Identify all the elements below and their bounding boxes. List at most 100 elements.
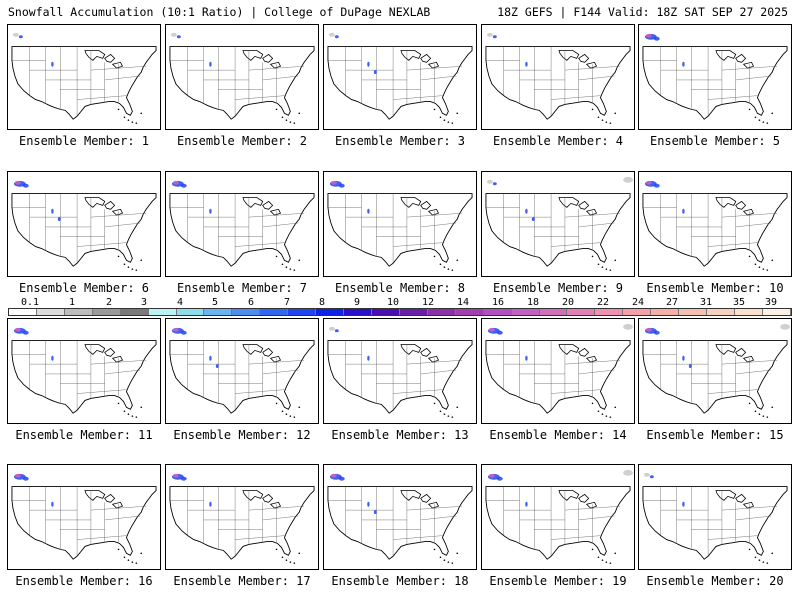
state-border — [721, 66, 778, 71]
island — [275, 255, 278, 258]
snowfall-area — [367, 501, 370, 507]
state-border — [578, 75, 615, 81]
state-border — [721, 213, 778, 218]
island — [443, 559, 446, 561]
snowfall-area — [525, 61, 528, 67]
island — [766, 562, 769, 564]
island — [605, 415, 608, 417]
island — [456, 552, 459, 555]
state-border — [735, 222, 772, 228]
legend-tick-label: 18 — [526, 297, 540, 308]
legend-swatch — [344, 309, 372, 315]
ensemble-map-panel — [165, 464, 319, 570]
snowfall-area — [653, 183, 660, 188]
country-outline — [11, 193, 157, 267]
legend-swatch — [232, 309, 261, 315]
great-lakes — [242, 344, 282, 363]
snowfall-area — [328, 326, 335, 331]
island — [762, 121, 765, 123]
us-map — [327, 180, 473, 271]
legend-tick-label: 22 — [596, 297, 610, 308]
island — [285, 413, 288, 415]
state-border — [735, 515, 772, 521]
ensemble-map-panel — [638, 24, 792, 130]
snowfall-area — [653, 330, 660, 335]
country-outline — [642, 340, 788, 414]
snowfall-area — [172, 327, 179, 332]
legend-swatch — [120, 309, 149, 315]
great-lakes — [84, 197, 124, 216]
snowfall-area — [180, 476, 187, 481]
state-border — [235, 242, 285, 247]
legend-tick-label: 2 — [105, 297, 113, 308]
island — [298, 552, 301, 555]
island — [293, 562, 296, 564]
state-border — [564, 506, 621, 511]
ensemble-map-panel — [481, 318, 635, 424]
snowfall-area — [623, 323, 634, 330]
snowfall-area — [176, 35, 181, 39]
legend-tick-label: 4 — [176, 297, 184, 308]
legend-swatch — [148, 309, 177, 315]
us-map — [642, 33, 788, 124]
us-map — [169, 327, 315, 418]
snowfall-area — [51, 208, 54, 214]
ensemble-map-panel — [165, 318, 319, 424]
state-border — [262, 75, 299, 81]
island — [609, 562, 612, 564]
snowfall-area — [623, 469, 634, 476]
island — [123, 410, 126, 413]
island — [754, 116, 757, 119]
ensemble-member-label: Ensemble Member: 14 — [489, 428, 627, 442]
state-border — [235, 95, 285, 100]
island — [131, 268, 134, 270]
legend-swatch — [623, 309, 652, 315]
island — [289, 415, 292, 417]
ensemble-map-panel — [638, 171, 792, 277]
island — [597, 410, 600, 413]
island — [439, 263, 442, 266]
us-map — [11, 180, 157, 271]
ensemble-member-label: Ensemble Member: 19 — [489, 574, 627, 588]
snowfall-area — [531, 217, 535, 222]
state-border — [735, 75, 772, 81]
island — [605, 268, 608, 270]
snowfall-area — [645, 327, 652, 332]
island — [140, 406, 143, 409]
island — [117, 402, 120, 405]
ensemble-map-panel — [323, 464, 477, 570]
island — [127, 266, 130, 268]
legend-swatch — [36, 309, 65, 315]
state-border — [708, 389, 758, 394]
island — [433, 108, 436, 111]
ensemble-member-label: Ensemble Member: 12 — [173, 428, 311, 442]
state-border — [77, 389, 127, 394]
island — [123, 116, 126, 119]
island — [748, 108, 751, 111]
great-lakes — [558, 197, 598, 216]
legend-swatch — [399, 309, 428, 315]
state-border — [564, 66, 621, 71]
snowfall-area — [486, 179, 493, 184]
island — [135, 122, 138, 124]
great-lakes — [84, 490, 124, 509]
island — [433, 548, 436, 551]
island — [127, 559, 130, 561]
state-border — [551, 95, 601, 100]
legend-swatch — [9, 309, 37, 315]
country-outline — [169, 486, 315, 560]
legend-tick-label: 6 — [247, 297, 255, 308]
snowfall-area — [57, 217, 61, 222]
island — [614, 112, 617, 115]
snowfall-area — [525, 355, 528, 361]
island — [275, 548, 278, 551]
legend-tick-label: 5 — [211, 297, 219, 308]
ensemble-map-panel — [481, 24, 635, 130]
island — [748, 402, 751, 405]
legend-swatch — [539, 309, 568, 315]
island — [433, 402, 436, 405]
us-map — [485, 32, 631, 124]
legend-tick-label: 9 — [353, 297, 361, 308]
snowfall-area — [170, 32, 177, 37]
us-map — [169, 32, 315, 124]
